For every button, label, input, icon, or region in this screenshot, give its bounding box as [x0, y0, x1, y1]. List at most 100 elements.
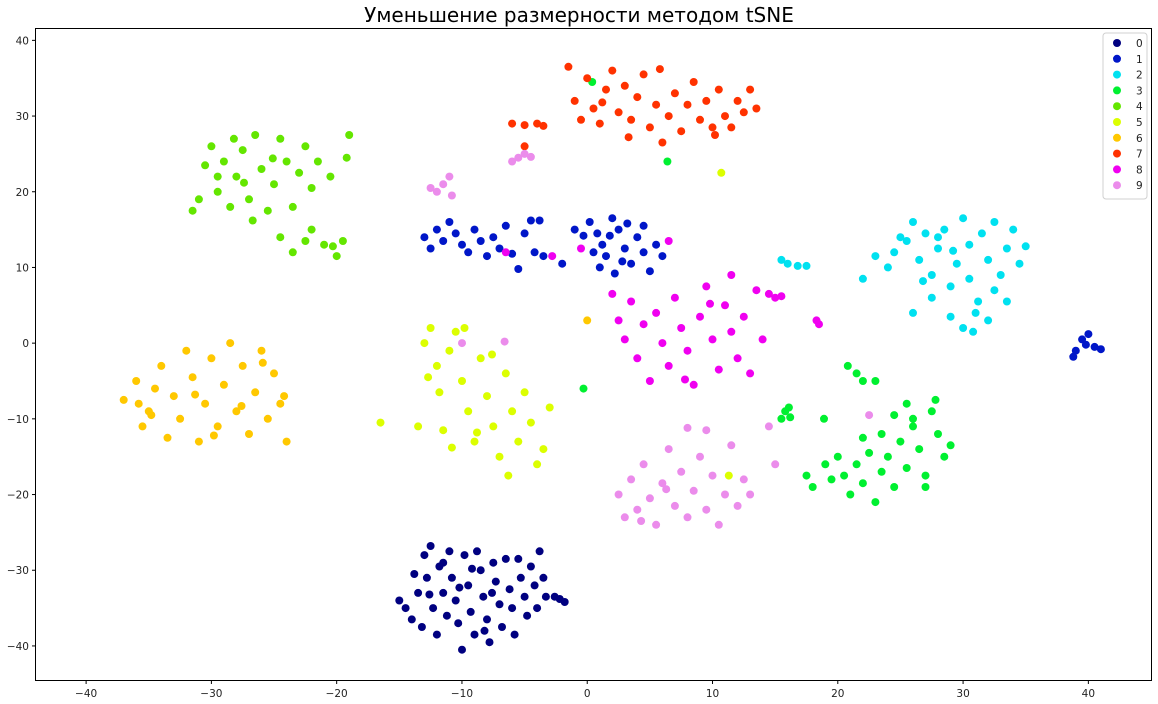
data-point [501, 554, 510, 563]
data-point [633, 505, 642, 514]
data-point [727, 327, 736, 336]
data-point [489, 422, 498, 431]
data-point [432, 361, 441, 370]
data-point [439, 558, 448, 567]
data-point [852, 460, 861, 469]
data-point [194, 195, 203, 204]
data-point [996, 271, 1005, 279]
data-point [793, 261, 802, 270]
data-point [191, 390, 200, 399]
x-tick-label: −40 [75, 688, 97, 700]
data-point [504, 471, 513, 480]
data-point [802, 471, 811, 480]
data-point [301, 237, 310, 245]
data-point [808, 483, 817, 491]
data-point [627, 475, 636, 484]
data-point [764, 289, 773, 298]
data-point [445, 346, 454, 355]
data-point [1090, 342, 1099, 351]
data-point [276, 134, 285, 143]
data-point [746, 369, 755, 378]
data-point [777, 255, 786, 264]
data-point [577, 115, 585, 124]
data-point [827, 475, 836, 484]
data-point [466, 607, 475, 616]
data-point [500, 337, 509, 346]
data-point [714, 85, 723, 94]
data-point [1015, 259, 1024, 268]
data-point [376, 418, 385, 427]
data-point [883, 452, 892, 461]
data-point [689, 486, 698, 495]
data-point [485, 638, 494, 647]
data-point [717, 168, 726, 177]
data-point [1002, 244, 1011, 253]
data-point [470, 225, 479, 234]
data-point [620, 81, 629, 90]
data-point [451, 327, 460, 336]
legend-marker [1113, 54, 1121, 63]
data-point [426, 244, 435, 253]
data-point [663, 157, 672, 166]
y-tick-label: 30 [16, 111, 29, 123]
legend-marker [1113, 181, 1121, 190]
x-tick-label: 0 [584, 688, 591, 700]
data-point [207, 354, 216, 363]
data-point [447, 443, 456, 452]
data-point [458, 240, 466, 249]
data-point [151, 384, 159, 393]
data-point [526, 152, 535, 161]
chart-title: Уменьшение размерности методом tSNE [364, 3, 794, 27]
data-point [919, 277, 927, 286]
data-point [395, 596, 404, 605]
data-point [902, 464, 911, 472]
legend-label: 2 [1136, 70, 1143, 82]
data-point [539, 445, 548, 454]
y-tick-label: −40 [7, 641, 29, 653]
legend-label: 5 [1136, 117, 1143, 129]
data-point [639, 221, 648, 230]
data-point [658, 252, 667, 261]
data-point [645, 377, 654, 385]
data-point [585, 218, 594, 226]
data-point [614, 316, 623, 325]
data-point [201, 399, 210, 408]
data-point [495, 452, 504, 461]
y-tick-label: −30 [7, 565, 29, 577]
data-point [934, 244, 942, 253]
data-point [846, 490, 855, 499]
series-0 [395, 542, 569, 654]
data-point [711, 131, 719, 139]
data-point [645, 123, 654, 132]
data-point [1009, 225, 1018, 234]
data-point [965, 274, 974, 283]
data-point [445, 172, 454, 181]
data-point [539, 252, 548, 261]
data-point [610, 269, 619, 278]
data-point [476, 354, 485, 363]
series-7 [508, 62, 761, 151]
data-point [639, 460, 648, 469]
x-tick-label: −20 [326, 688, 348, 700]
data-point [439, 180, 448, 189]
data-point [614, 225, 623, 234]
data-point [577, 244, 585, 253]
legend-label: 7 [1136, 149, 1143, 161]
data-point [245, 430, 253, 438]
data-point [959, 214, 968, 223]
data-point [510, 630, 519, 639]
data-point [526, 562, 535, 571]
data-point [514, 265, 523, 273]
data-point [843, 361, 852, 370]
data-point [934, 233, 942, 242]
data-point [946, 441, 955, 450]
legend-marker [1113, 118, 1121, 126]
data-point [786, 413, 795, 422]
data-point [248, 216, 257, 225]
data-point [677, 127, 686, 136]
data-point [301, 142, 310, 151]
data-point [681, 375, 689, 384]
data-point [915, 445, 924, 454]
data-point [883, 263, 892, 272]
data-point [946, 312, 955, 321]
